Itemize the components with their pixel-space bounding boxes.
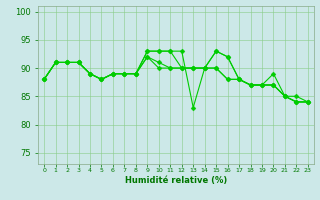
X-axis label: Humidité relative (%): Humidité relative (%) xyxy=(125,176,227,185)
